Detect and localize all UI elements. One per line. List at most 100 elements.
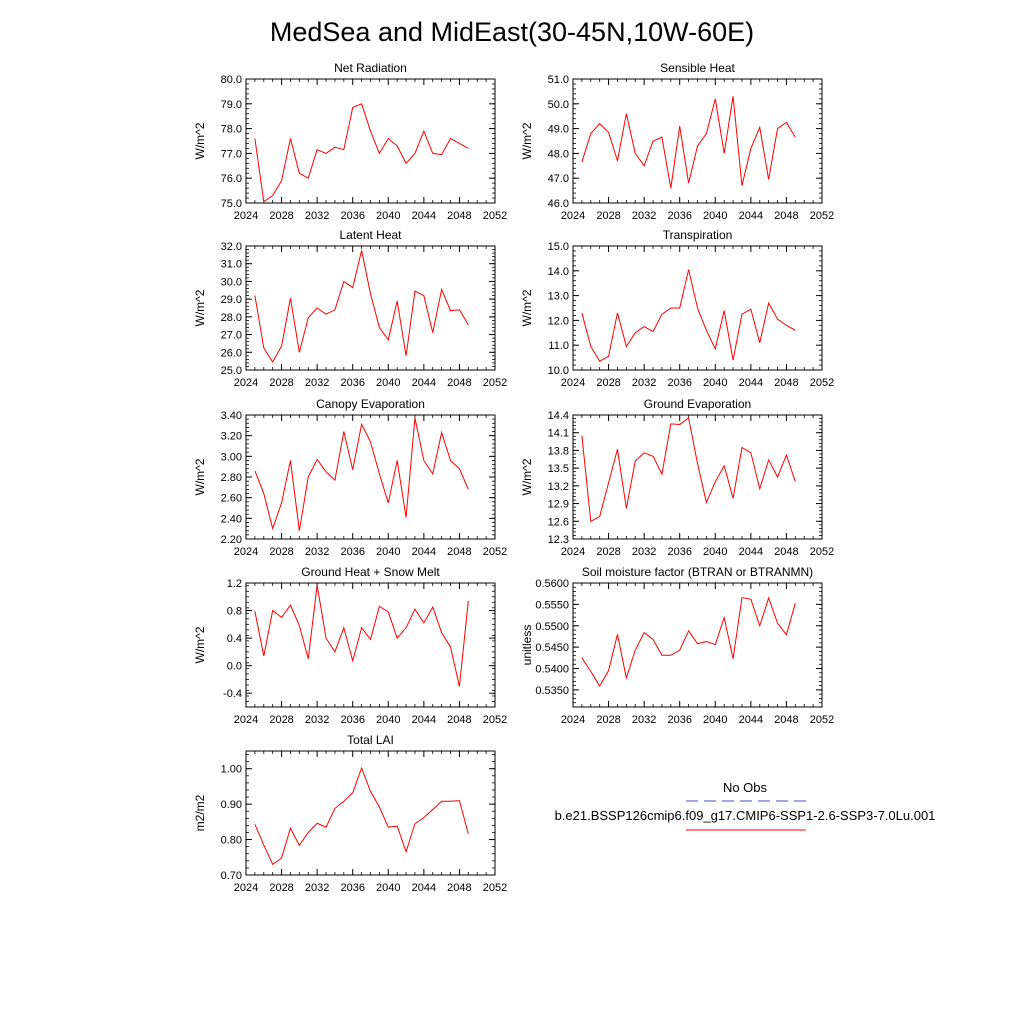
y-axis-label: W/m^2 [520, 289, 534, 326]
x-tick-label: 2052 [483, 210, 507, 222]
x-tick-label: 2024 [561, 377, 585, 389]
x-tick-label: 2040 [376, 210, 400, 222]
x-tick-label: 2048 [447, 546, 471, 558]
x-tick-label: 2048 [774, 546, 798, 558]
plot-frame [245, 750, 496, 876]
x-tick-label: 2032 [305, 210, 329, 222]
series-line [581, 596, 796, 688]
x-tick-label: 2040 [703, 377, 727, 389]
y-tick-label: -0.4 [223, 688, 242, 700]
x-tick-label: 2044 [739, 546, 763, 558]
x-tick-label: 2048 [447, 714, 471, 726]
x-tick-label: 2052 [483, 714, 507, 726]
x-tick-label: 2032 [632, 377, 656, 389]
y-tick-label: 46.0 [548, 198, 569, 210]
x-tick-label: 2032 [632, 546, 656, 558]
y-tick-label: 0.5550 [535, 599, 569, 611]
x-tick-label: 2028 [269, 882, 293, 894]
x-tick-label: 2036 [340, 714, 364, 726]
chart-title: Ground Evaporation [644, 397, 751, 411]
x-tick-label: 2032 [632, 714, 656, 726]
x-tick-label: 2052 [810, 714, 834, 726]
x-tick-label: 2028 [269, 546, 293, 558]
y-tick-label: 31.0 [221, 259, 242, 271]
y-axis-label: W/m^2 [520, 122, 534, 159]
x-tick-label: 2028 [269, 377, 293, 389]
y-tick-label: 0.80 [221, 835, 242, 847]
y-tick-label: 2.60 [221, 493, 242, 505]
x-tick-label: 2036 [340, 882, 364, 894]
y-tick-label: 1.2 [227, 578, 242, 590]
y-tick-label: 3.40 [221, 410, 242, 422]
plot-frame [572, 414, 823, 540]
y-tick-label: 80.0 [221, 74, 242, 86]
x-tick-label: 2044 [412, 882, 436, 894]
x-tick-label: 2048 [774, 714, 798, 726]
x-tick-label: 2048 [774, 210, 798, 222]
y-axis-label: W/m^2 [193, 289, 207, 326]
x-tick-label: 2024 [234, 210, 258, 222]
x-tick-label: 2044 [412, 377, 436, 389]
series-line [581, 417, 796, 523]
x-tick-label: 2024 [234, 377, 258, 389]
x-tick-label: 2052 [810, 377, 834, 389]
x-tick-label: 2036 [667, 546, 691, 558]
y-tick-label: 29.0 [221, 294, 242, 306]
x-tick-label: 2024 [234, 882, 258, 894]
chart-title: Soil moisture factor (BTRAN or BTRANMN) [582, 565, 813, 579]
x-tick-label: 2044 [739, 714, 763, 726]
x-tick-label: 2040 [376, 714, 400, 726]
y-tick-label: 14.1 [548, 428, 569, 440]
y-tick-label: 15.0 [548, 241, 569, 253]
y-tick-label: 13.8 [548, 445, 569, 457]
y-tick-label: 12.3 [548, 534, 569, 546]
legend-obs-label: No Obs [723, 780, 768, 795]
chart-panel: 2024 2028 2032 2036 2040 2044 2048 2052 12.3 12.6… [520, 397, 834, 558]
chart-title: Total LAI [347, 733, 394, 747]
x-tick-label: 2040 [703, 714, 727, 726]
plot-frame [572, 78, 823, 204]
y-tick-label: 0.90 [221, 799, 242, 811]
x-tick-label: 2048 [447, 210, 471, 222]
x-tick-label: 2048 [447, 377, 471, 389]
y-tick-label: 0.5600 [535, 578, 569, 590]
y-tick-label: 1.00 [221, 764, 242, 776]
chart-title: Transpiration [663, 228, 733, 242]
y-tick-label: 30.0 [221, 276, 242, 288]
series-line [254, 584, 469, 687]
y-tick-label: 25.0 [221, 365, 242, 377]
x-tick-label: 2032 [305, 377, 329, 389]
series-line [581, 96, 796, 189]
chart-title: Sensible Heat [660, 61, 735, 75]
legend: No Obs b.e21.BSSP126cmip6.f09_g17.CMIP6-… [555, 780, 935, 831]
x-tick-label: 2028 [596, 714, 620, 726]
chart-panel: 2024 2028 2032 2036 2040 2044 2048 2052 75.0 76.0… [193, 61, 507, 222]
x-tick-label: 2036 [340, 377, 364, 389]
y-tick-label: 0.5350 [535, 685, 569, 697]
x-tick-label: 2044 [739, 377, 763, 389]
x-tick-label: 2028 [596, 546, 620, 558]
chart-panel: 2024 2028 2032 2036 2040 2044 2048 2052 10.0 11.0… [520, 228, 834, 389]
y-tick-label: 3.00 [221, 451, 242, 463]
y-tick-label: 26.0 [221, 347, 242, 359]
y-axis-label: W/m^2 [193, 626, 207, 663]
y-tick-label: 0.5500 [535, 621, 569, 633]
x-tick-label: 2036 [667, 377, 691, 389]
x-tick-label: 2024 [561, 714, 585, 726]
y-tick-label: 47.0 [548, 173, 569, 185]
y-tick-label: 32.0 [221, 241, 242, 253]
x-tick-label: 2036 [340, 546, 364, 558]
y-tick-label: 28.0 [221, 312, 242, 324]
y-axis-label: W/m^2 [520, 458, 534, 495]
y-tick-label: 2.20 [221, 534, 242, 546]
x-tick-label: 2040 [376, 882, 400, 894]
y-tick-label: 0.5450 [535, 642, 569, 654]
y-tick-label: 0.70 [221, 870, 242, 882]
x-tick-label: 2044 [412, 714, 436, 726]
chart-panel: 2024 2028 2032 2036 2040 2044 2048 2052 25.0 26.0… [193, 228, 507, 389]
chart-title: Latent Heat [339, 228, 402, 242]
y-axis-label: unitless [520, 625, 534, 666]
x-tick-label: 2032 [632, 210, 656, 222]
y-tick-label: 14.4 [548, 410, 569, 422]
